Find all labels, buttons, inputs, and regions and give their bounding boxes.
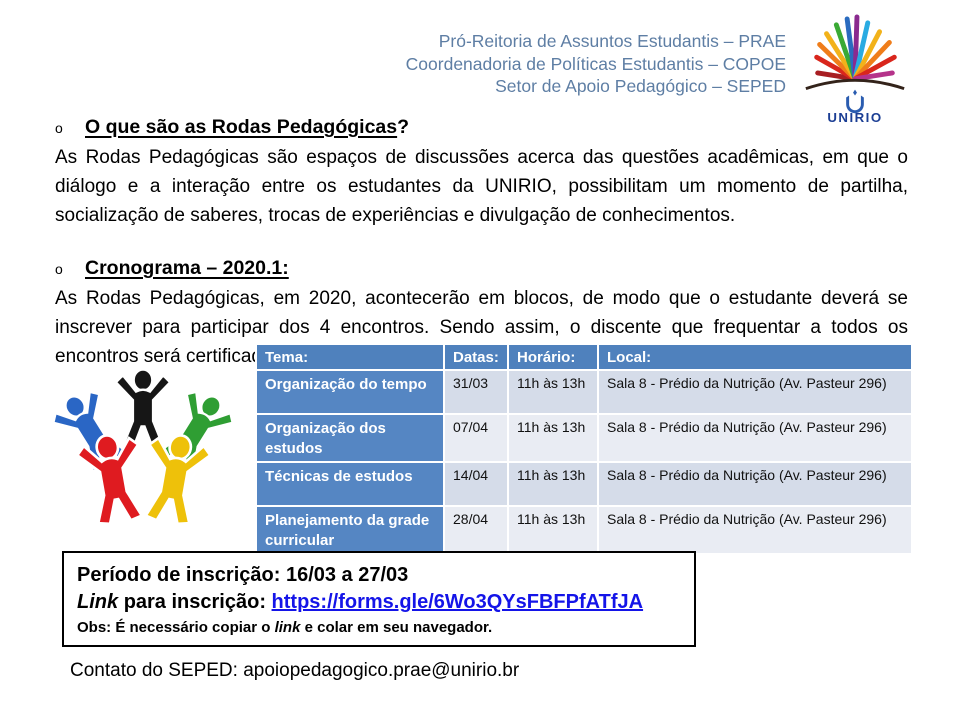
enrollment-period-line: Período de inscrição: 16/03 a 27/03 — [77, 562, 681, 589]
header-line-prae: Pró-Reitoria de Assuntos Estudantis – PR… — [438, 31, 786, 51]
section-heading-row: o Cronograma – 2020.1: — [55, 255, 908, 282]
enrollment-period-label: Período de inscrição: — [77, 564, 281, 586]
header: Pró-Reitoria de Assuntos Estudantis – PR… — [406, 14, 914, 131]
unirio-logo-name: UNIRIO — [827, 110, 882, 125]
section-what-are-rodas: o O que são as Rodas Pedagógicas? As Rod… — [55, 114, 908, 230]
section-paragraph: As Rodas Pedagógicas são espaços de disc… — [55, 147, 908, 226]
enrollment-note-italic: link — [274, 619, 301, 636]
cell-horario: 11h às 13h — [507, 413, 599, 463]
body-text: o O que são as Rodas Pedagógicas? As Rod… — [55, 114, 908, 371]
table-row: Organização dos estudos 07/04 11h às 13h… — [255, 413, 913, 463]
enrollment-period-value: 16/03 a 27/03 — [285, 564, 409, 586]
cell-tema: Organização dos estudos — [255, 413, 445, 463]
person-black — [114, 368, 172, 448]
enrollment-link-line: Link para inscrição: https://forms.gle/6… — [77, 589, 681, 616]
cell-local: Sala 8 - Prédio da Nutrição (Av. Pasteur… — [597, 413, 913, 463]
table-header-row: Tema: Datas: Horário: Local: — [255, 343, 913, 371]
cell-tema: Planejamento da grade curricular — [255, 505, 445, 555]
contact-line: Contato do SEPED: apoiopedagogico.prae@u… — [70, 660, 520, 681]
bullet-marker: o — [55, 120, 63, 136]
col-header-local: Local: — [597, 343, 913, 371]
col-header-datas: Datas: — [443, 343, 509, 371]
cell-local: Sala 8 - Prédio da Nutrição (Av. Pasteur… — [597, 505, 913, 555]
header-line-seped: Setor de Apoio Pedagógico – SEPED — [495, 76, 786, 96]
table-row: Planejamento da grade curricular 28/04 1… — [255, 505, 913, 555]
schedule-table: Tema: Datas: Horário: Local: Organização… — [255, 343, 913, 555]
cell-local: Sala 8 - Prédio da Nutrição (Av. Pasteur… — [597, 369, 913, 415]
raised-hands-icon: UNIRIO — [805, 14, 905, 125]
header-line-copoe: Coordenadoria de Políticas Estudantis – … — [405, 53, 786, 74]
col-header-horario: Horário: — [507, 343, 599, 371]
person-yellow — [135, 428, 215, 529]
table-row: Técnicas de estudos 14/04 11h às 13h Sal… — [255, 461, 913, 507]
section-title-text: Cronograma – 2020.1: — [85, 257, 289, 279]
cell-data: 28/04 — [443, 505, 509, 555]
unirio-symbol-icon — [846, 89, 864, 114]
enrollment-link-label: para inscrição: — [123, 591, 266, 613]
enrollment-note-prefix: Obs: É necessário copiar o — [77, 619, 271, 636]
enrollment-note-line: Obs: É necessário copiar o link e colar … — [77, 617, 681, 638]
header-org-lines: Pró-Reitoria de Assuntos Estudantis – PR… — [406, 14, 786, 98]
table-row: Organização do tempo 31/03 11h às 13h Sa… — [255, 369, 913, 415]
cell-tema: Organização do tempo — [255, 369, 445, 415]
enrollment-note-suffix: e colar em seu navegador. — [304, 619, 493, 636]
enrollment-link-url[interactable]: https://forms.gle/6Wo3QYsFBFPfATfJA — [271, 591, 644, 613]
cell-data: 31/03 — [443, 369, 509, 415]
cell-local: Sala 8 - Prédio da Nutrição (Av. Pasteur… — [597, 461, 913, 507]
cell-horario: 11h às 13h — [507, 461, 599, 507]
enrollment-box: Período de inscrição: 16/03 a 27/03 Link… — [62, 551, 696, 647]
people-circle-icon — [45, 368, 241, 529]
unirio-logo: UNIRIO — [796, 14, 914, 131]
cell-horario: 11h às 13h — [507, 369, 599, 415]
enrollment-link-word: Link — [77, 591, 119, 613]
cell-data: 14/04 — [443, 461, 509, 507]
logo-arc — [805, 78, 905, 91]
col-header-tema: Tema: — [255, 343, 445, 371]
cell-horario: 11h às 13h — [507, 505, 599, 555]
bullet-marker: o — [55, 261, 63, 277]
section-heading-row: o O que são as Rodas Pedagógicas? — [55, 114, 908, 141]
section-title: O que são as Rodas Pedagógicas? — [85, 114, 409, 140]
section-title-text: O que são as Rodas Pedagógicas — [85, 116, 398, 138]
section-title: Cronograma – 2020.1: — [85, 255, 289, 281]
cell-tema: Técnicas de estudos — [255, 461, 445, 507]
cell-data: 07/04 — [443, 413, 509, 463]
section-title-suffix: ? — [397, 116, 410, 138]
